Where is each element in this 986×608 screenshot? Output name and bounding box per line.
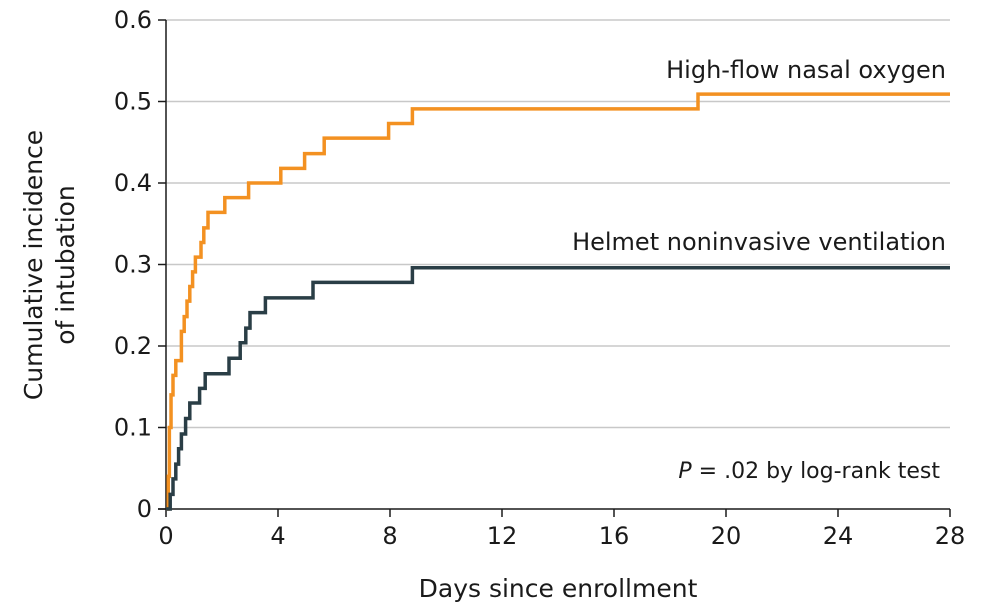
y-tick-label: 0 xyxy=(137,495,152,523)
series-label-hfno: High-flow nasal oxygen xyxy=(666,56,946,84)
y-tick-label: 0.1 xyxy=(114,414,152,442)
p-symbol: P xyxy=(678,459,692,484)
x-tick-label: 12 xyxy=(487,522,518,550)
x-tick-label: 8 xyxy=(382,522,397,550)
y-tick-label: 0.5 xyxy=(114,88,152,116)
p-value-text: = .02 by log-rank test xyxy=(692,459,941,484)
x-tick-label: 16 xyxy=(599,522,630,550)
x-tick-label: 28 xyxy=(935,522,966,550)
y-axis-title: Cumulative incidence of intubation xyxy=(19,130,80,400)
y-tick-label: 0.4 xyxy=(114,169,152,197)
series-group xyxy=(166,92,950,511)
log-rank-annotation: P = .02 by log-rank test xyxy=(678,459,940,484)
y-tick-label: 0.2 xyxy=(114,332,152,360)
y-axis-title-line1: Cumulative incidence xyxy=(19,130,48,400)
series-label-helmet: Helmet noninvasive ventilation xyxy=(572,228,946,256)
y-tick-label: 0.3 xyxy=(114,251,152,279)
axes xyxy=(158,19,951,517)
x-tick-label: 24 xyxy=(823,522,854,550)
x-tick-label: 20 xyxy=(711,522,742,550)
series-line-hfno xyxy=(166,92,950,511)
tick-labels: 0 0.1 0.2 0.3 0.4 0.5 0.6 0 4 8 12 16 20 24 28 xyxy=(114,6,965,550)
y-tick-label: 0.6 xyxy=(114,6,152,34)
x-tick-label: 4 xyxy=(270,522,285,550)
grid xyxy=(166,19,950,429)
series-line-helmet xyxy=(166,266,950,511)
x-tick-label: 0 xyxy=(158,522,173,550)
y-axis-title-line2: of intubation xyxy=(51,185,80,345)
x-axis-title: Days since enrollment xyxy=(419,574,698,603)
